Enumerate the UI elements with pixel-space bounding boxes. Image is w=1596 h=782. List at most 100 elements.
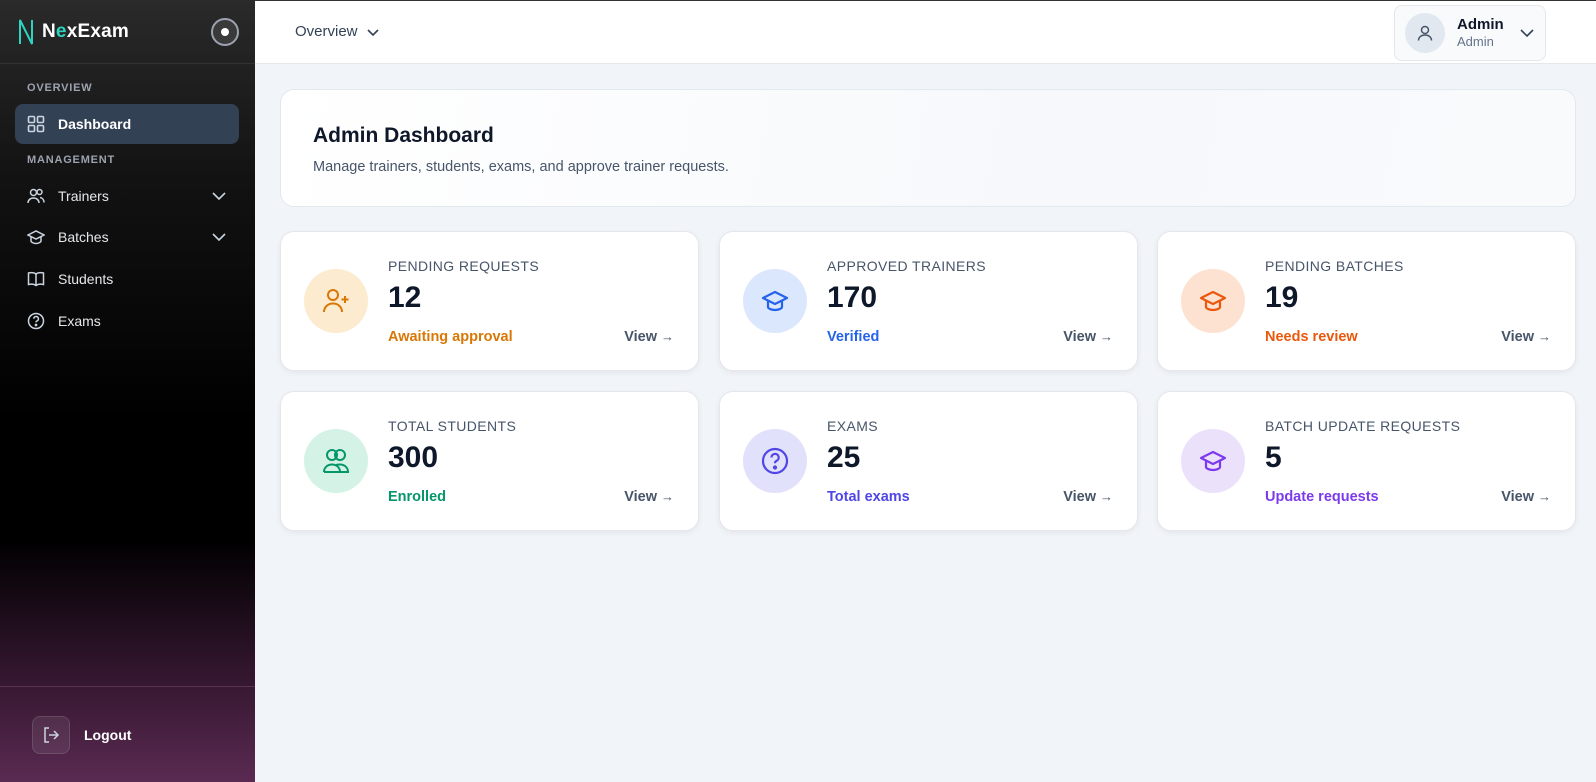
stat-card-total-students: TOTAL STUDENTS 300 Enrolled View → (280, 391, 699, 531)
stat-icon-circle (1181, 269, 1245, 333)
section-label-overview: OVERVIEW (27, 82, 93, 94)
sidebar-item-label: Trainers (58, 188, 109, 204)
arrow-right-icon: → (661, 329, 674, 344)
users-icon (27, 187, 45, 205)
brand-name-accent: e (55, 20, 67, 42)
user-plus-icon (323, 289, 349, 313)
stat-status: Verified (827, 329, 880, 345)
sidebar-item-label: Exams (58, 313, 101, 329)
view-link-label: View (624, 329, 657, 345)
sidebar-item-label: Students (58, 271, 114, 287)
stat-value: 5 (1265, 441, 1282, 474)
view-link-label: View (1063, 329, 1096, 345)
stat-icon-circle (304, 429, 368, 493)
view-link[interactable]: View → (1501, 329, 1551, 345)
user-name: Admin (1457, 16, 1504, 33)
user-icon (1417, 25, 1433, 41)
brand-name-first: N (42, 20, 56, 42)
stat-icon-circle (743, 429, 807, 493)
arrow-right-icon: → (661, 489, 674, 504)
breadcrumb-dropdown[interactable]: Overview (295, 23, 380, 40)
stat-value: 19 (1265, 281, 1299, 314)
view-link-label: View (1501, 329, 1534, 345)
users-icon (323, 449, 350, 473)
sidebar-item-label: Batches (58, 229, 109, 245)
help-circle-icon (761, 447, 789, 475)
sidebar-item-dashboard[interactable]: Dashboard (15, 104, 239, 144)
stat-label: TOTAL STUDENTS (388, 418, 517, 434)
brand-name[interactable]: NexExam (42, 21, 129, 43)
view-link-label: View (624, 489, 657, 505)
theme-toggle-button[interactable] (211, 18, 239, 46)
brand: NexExam (0, 0, 255, 64)
topbar: Overview Admin Admin (255, 0, 1596, 64)
stat-icon-circle (1181, 429, 1245, 493)
stat-icon-circle (743, 269, 807, 333)
stat-label: EXAMS (827, 418, 879, 434)
arrow-right-icon: → (1100, 489, 1113, 504)
logout-label[interactable]: Logout (84, 726, 132, 743)
sidebar-item-label: Dashboard (58, 116, 132, 132)
graduation-cap-icon (1199, 450, 1227, 472)
logout-button[interactable] (32, 715, 70, 754)
user-role: Admin (1457, 34, 1494, 49)
view-link-label: View (1063, 489, 1096, 505)
view-link[interactable]: View → (1501, 489, 1551, 505)
chevron-down-icon[interactable] (211, 229, 227, 245)
stat-card-pending-requests: PENDING REQUESTS 12 Awaiting approval Vi… (280, 231, 699, 371)
graduation-cap-icon (27, 228, 45, 246)
sidebar: NexExam OVERVIEW Dashboard MANAGEMENT Tr… (0, 0, 255, 782)
sidebar-item-exams[interactable]: Exams (15, 301, 239, 341)
stat-card-pending-batches: PENDING BATCHES 19 Needs review View → (1157, 231, 1576, 371)
chevron-down-icon[interactable] (211, 188, 227, 204)
log-out-icon (44, 726, 60, 743)
user-text: Admin Admin (1457, 16, 1504, 50)
stat-icon-circle (304, 269, 368, 333)
breadcrumb-label: Overview (295, 23, 358, 40)
view-link[interactable]: View → (624, 329, 674, 345)
help-circle-icon (27, 312, 45, 330)
stat-status: Needs review (1265, 329, 1358, 345)
arrow-right-icon: → (1100, 329, 1113, 344)
chevron-down-icon (366, 25, 380, 39)
stat-label: PENDING REQUESTS (388, 258, 540, 274)
graduation-cap-icon (1199, 290, 1227, 312)
chevron-down-icon (1519, 25, 1535, 41)
logout-area: Logout (0, 686, 255, 782)
stat-value: 170 (827, 281, 878, 314)
view-link[interactable]: View → (624, 489, 674, 505)
stat-value: 12 (388, 281, 422, 314)
page-title: Admin Dashboard (313, 124, 494, 147)
stat-card-approved-trainers: APPROVED TRAINERS 170 Verified View → (719, 231, 1138, 371)
stat-label: PENDING BATCHES (1265, 258, 1404, 274)
user-menu-button[interactable]: Admin Admin (1394, 5, 1546, 61)
view-link[interactable]: View → (1063, 489, 1113, 505)
brand-logo-icon (19, 19, 33, 44)
sidebar-item-trainers[interactable]: Trainers (15, 176, 239, 216)
stat-value: 300 (388, 441, 439, 474)
stat-card-batch-update-requests: BATCH UPDATE REQUESTS 5 Update requests … (1157, 391, 1576, 531)
page-subtitle: Manage trainers, students, exams, and ap… (313, 159, 729, 175)
sidebar-item-students[interactable]: Students (15, 259, 239, 299)
sidebar-item-batches[interactable]: Batches (15, 217, 239, 257)
arrow-right-icon: → (1538, 489, 1551, 504)
section-label-management: MANAGEMENT (27, 154, 116, 166)
graduation-cap-icon (761, 290, 789, 312)
stat-status: Enrolled (388, 489, 447, 505)
avatar (1405, 13, 1445, 53)
stat-status: Update requests (1265, 489, 1379, 505)
stat-label: BATCH UPDATE REQUESTS (1265, 418, 1461, 434)
view-link[interactable]: View → (1063, 329, 1113, 345)
theme-toggle-dot-icon (221, 28, 229, 36)
stat-value: 25 (827, 441, 861, 474)
stat-label: APPROVED TRAINERS (827, 258, 987, 274)
view-link-label: View (1501, 489, 1534, 505)
brand-name-rest: xExam (66, 20, 129, 42)
stat-status: Awaiting approval (388, 329, 513, 345)
book-icon (27, 270, 45, 288)
stat-card-exams: EXAMS 25 Total exams View → (719, 391, 1138, 531)
stat-status: Total exams (827, 489, 910, 505)
welcome-banner: Admin Dashboard Manage trainers, student… (280, 89, 1576, 207)
arrow-right-icon: → (1538, 329, 1551, 344)
grid-icon (27, 115, 45, 133)
